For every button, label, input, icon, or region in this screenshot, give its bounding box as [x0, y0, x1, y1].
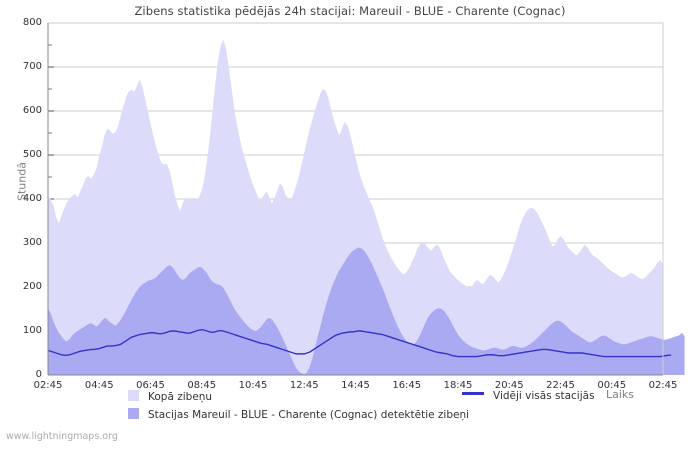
x-tick-label: 16:45	[392, 380, 422, 391]
y-tick-label: 200	[22, 281, 42, 292]
y-tick-label: 500	[22, 149, 42, 160]
x-tick-label: 20:45	[494, 380, 524, 391]
legend-label-total: Kopā zibeņu	[148, 391, 213, 403]
x-tick-label: 02:45	[33, 380, 63, 391]
series-line-average	[47, 328, 672, 358]
chart-title: Zibens statistika pēdējās 24h stacijai: …	[134, 4, 566, 18]
legend-item-station[interactable]: Stacijas Mareuil - BLUE - Charente (Cogn…	[128, 408, 469, 421]
y-tick-label: 0	[35, 369, 42, 380]
x-tick-label: 18:45	[443, 380, 473, 391]
x-tick-label: 02:45	[648, 380, 678, 391]
legend-line-average	[462, 392, 484, 395]
legend-swatch-station	[128, 408, 139, 419]
axis-lines	[47, 22, 664, 376]
watermark: www.lightningmaps.org	[6, 431, 118, 442]
series-area-station	[48, 247, 685, 375]
y-tick-label: 400	[22, 193, 42, 204]
x-tick-label: 14:45	[341, 380, 370, 391]
x-tick-label: 22:45	[546, 380, 575, 391]
legend-label-station: Stacijas Mareuil - BLUE - Charente (Cogn…	[148, 409, 470, 421]
y-tick-label: 800	[22, 17, 42, 28]
legend-item-average[interactable]: Vidēji visās stacijās	[462, 390, 595, 402]
x-tick-label: 04:45	[84, 380, 114, 391]
chart-legend: Kopā zibeņu Stacijas Mareuil - BLUE - Ch…	[0, 390, 700, 430]
y-tick-label: 600	[22, 105, 42, 116]
x-axis-title: Laiks	[606, 388, 635, 401]
y-tick-label: 100	[22, 325, 42, 336]
y-tick-label: 700	[22, 61, 42, 72]
x-tick-label: 12:45	[289, 380, 319, 391]
x-tick-label: 06:45	[136, 380, 165, 391]
x-tick-label: 00:45	[597, 380, 627, 391]
legend-label-average: Vidēji visās stacijās	[493, 390, 595, 402]
x-tick-label: 08:45	[187, 380, 217, 391]
y-tick-label: 300	[22, 237, 42, 248]
x-tick-label: 10:45	[238, 380, 268, 391]
legend-swatch-total	[128, 390, 139, 401]
legend-item-total[interactable]: Kopā zibeņu	[128, 390, 212, 403]
